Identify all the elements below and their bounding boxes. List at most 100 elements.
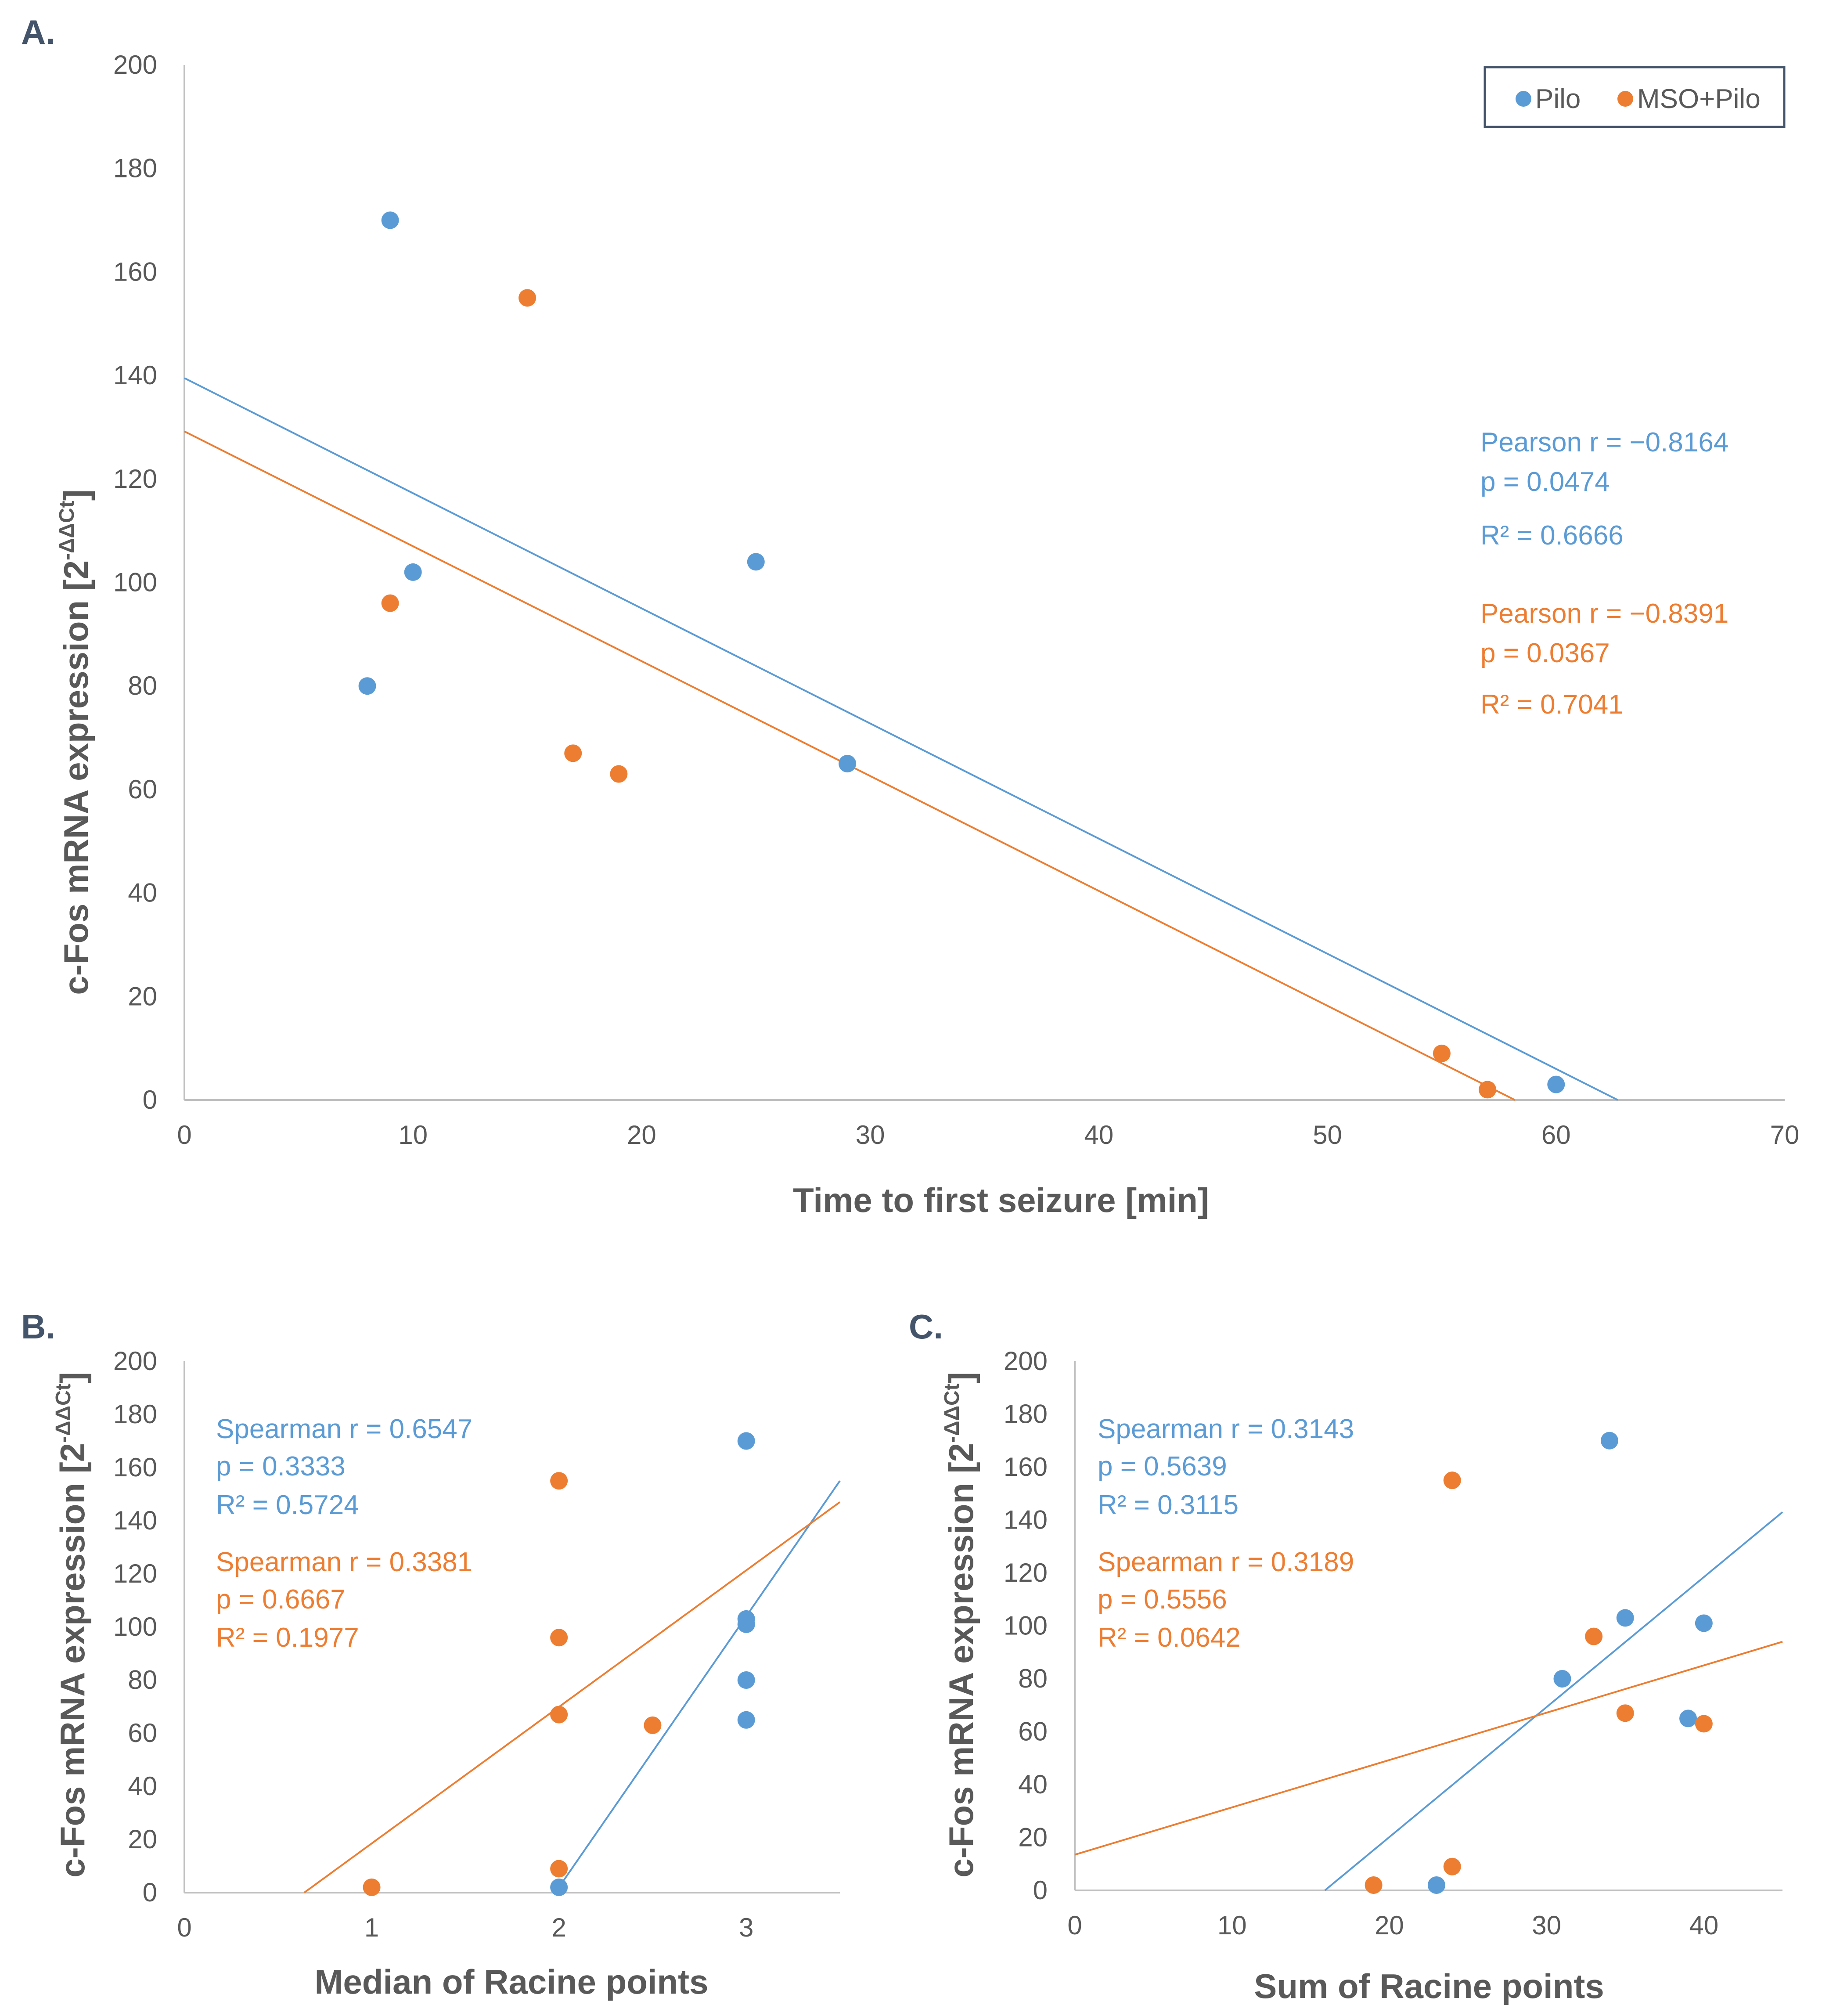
panel-b-x-tick: 3 [739, 1913, 753, 1942]
panel-a-mso-pilo-point [381, 594, 399, 612]
panel-c-y-tick: 40 [1018, 1770, 1048, 1799]
panel-c-y-tick: 160 [1004, 1452, 1048, 1482]
legend-mso-pilo-label: MSO+Pilo [1637, 84, 1761, 114]
panel-b-mso-pilo-point [550, 1472, 568, 1490]
legend-pilo-marker [1516, 91, 1531, 107]
legend: Pilo MSO+Pilo [1484, 66, 1786, 128]
panel-c-pilo-point [1427, 1876, 1445, 1894]
panel-c-y-tick: 80 [1018, 1664, 1048, 1693]
panel-b-mso-stat-r2: R² = 0.1977 [216, 1623, 359, 1653]
panel-c-y-tick: 100 [1004, 1611, 1048, 1641]
panel-a-pilo-point [839, 754, 857, 772]
panel-c-mso-pilo-point [1616, 1704, 1634, 1722]
panel-a-pilo-point [747, 553, 765, 571]
panel-c-x-tick: 40 [1689, 1911, 1719, 1940]
panel-b-pilo-point [737, 1615, 755, 1633]
panel-b-x-tick: 1 [364, 1913, 379, 1942]
panel-b-y-tick: 40 [128, 1771, 157, 1801]
panel-a-x-tick: 10 [398, 1120, 428, 1150]
panel-b-mso-pilo-point [363, 1878, 381, 1896]
panel-c: C. 0 20 40 60 80 100 120 140 160 180 200 0 10 20 30 40… [909, 1307, 1783, 2005]
panel-c-mso-pilo-point [1443, 1857, 1461, 1875]
panel-a: A. 0 20 40 60 80 100 120 140 160 180 200 0 10 20 30 40… [21, 13, 1799, 1219]
panel-c-pilo-point [1695, 1614, 1713, 1632]
panel-c-pilo-point [1616, 1609, 1634, 1627]
panel-c-mso-pilo-point [1443, 1471, 1461, 1489]
panel-b-mso-pilo-trendline [303, 1501, 841, 1893]
panel-b-letter: B. [21, 1307, 55, 1346]
panel-c-x-tick: 10 [1217, 1911, 1247, 1940]
legend-pilo-label: Pilo [1535, 84, 1581, 114]
panel-b-y-tick: 200 [113, 1346, 157, 1376]
panel-c-y-tick: 20 [1018, 1823, 1048, 1852]
panel-c-pilo-point [1679, 1709, 1697, 1727]
panel-c-mso-pilo-point [1365, 1876, 1383, 1894]
panel-b-pilo-stat-r2: R² = 0.5724 [216, 1490, 359, 1520]
panel-a-y-tick: 80 [128, 671, 157, 700]
panel-a-y-tick: 40 [128, 878, 157, 908]
panel-b-pilo-point [737, 1671, 755, 1689]
panel-a-y-tick: 160 [113, 257, 157, 286]
panel-b-y-tick: 20 [128, 1825, 157, 1854]
panel-b-y-tick: 180 [113, 1399, 157, 1429]
panel-a-mso-stat-r2: R² = 0.7041 [1480, 689, 1624, 720]
panel-c-y-tick: 180 [1004, 1399, 1048, 1429]
panel-a-y-tick: 100 [113, 568, 157, 597]
panel-a-x-tick: 0 [177, 1120, 191, 1150]
panel-c-x-title: Sum of Racine points [1254, 1967, 1604, 2005]
panel-a-mso-pilo-point [1479, 1081, 1497, 1099]
panel-b-mso-stat-r: Spearman r = 0.3381 [216, 1547, 472, 1577]
panel-b-y-tick: 140 [113, 1506, 157, 1535]
panel-a-x-tick: 50 [1313, 1120, 1342, 1150]
panel-c-mso-pilo-point [1695, 1715, 1713, 1733]
panel-b-mso-pilo-point [550, 1860, 568, 1878]
panel-a-y-tick: 140 [113, 361, 157, 390]
panel-c-pilo-stat-r: Spearman r = 0.3143 [1098, 1414, 1354, 1444]
panel-b-y-tick: 160 [113, 1453, 157, 1482]
panel-c-pilo-point [1553, 1670, 1571, 1688]
panel-a-y-tick: 180 [113, 154, 157, 183]
legend-box [1484, 66, 1786, 128]
panel-c-mso-pilo-point [1585, 1627, 1603, 1645]
panel-b-pilo-stat-r: Spearman r = 0.6547 [216, 1414, 472, 1444]
panel-c-y-tick: 120 [1004, 1558, 1048, 1587]
panel-b-pilo-stat-p: p = 0.3333 [216, 1451, 346, 1482]
panel-b-y-tick: 120 [113, 1559, 157, 1588]
panel-c-y-tick: 60 [1018, 1717, 1048, 1746]
panel-a-pilo-stat-p: p = 0.0474 [1480, 467, 1610, 497]
panel-c-mso-stat-r: Spearman r = 0.3189 [1098, 1547, 1354, 1577]
panel-a-pilo-point [404, 563, 422, 581]
panel-b-x-tick: 0 [177, 1913, 191, 1942]
panel-b-y-tick: 60 [128, 1718, 157, 1748]
panel-c-letter: C. [909, 1307, 943, 1346]
panel-a-mso-pilo-point [564, 744, 582, 762]
panel-a-pilo-stat-r: Pearson r = −0.8164 [1480, 427, 1728, 458]
panel-b-x-tick: 2 [551, 1913, 566, 1942]
panel-a-x-tick: 30 [856, 1120, 885, 1150]
panel-b-pilo-trendline [554, 1480, 841, 1893]
panel-c-y-tick: 200 [1004, 1346, 1048, 1376]
panel-a-mso-stat-p: p = 0.0367 [1480, 638, 1610, 668]
panel-a-x-tick: 70 [1770, 1120, 1800, 1150]
legend-mso-pilo-marker [1617, 91, 1633, 107]
panel-a-y-tick: 200 [113, 50, 157, 79]
panel-b-y-tick: 0 [143, 1878, 157, 1907]
panel-a-pilo-stat-r2: R² = 0.6666 [1480, 520, 1624, 551]
panel-a-mso-pilo-point [1433, 1044, 1451, 1062]
panel-a-mso-pilo-point [610, 765, 628, 783]
panel-a-x-title: Time to first seizure [min] [793, 1181, 1209, 1219]
panel-b-x-title: Median of Racine points [314, 1962, 708, 2001]
panel-a-y-tick: 60 [128, 775, 157, 804]
panel-a-x-tick: 20 [627, 1120, 656, 1150]
panel-c-y-tick: 140 [1004, 1505, 1048, 1535]
panel-b-mso-stat-p: p = 0.6667 [216, 1584, 346, 1615]
panel-a-letter: A. [21, 13, 55, 51]
panel-a-mso-stat-r: Pearson r = −0.8391 [1480, 599, 1728, 629]
panel-c-x-tick: 30 [1532, 1911, 1561, 1940]
panel-b-pilo-point [550, 1878, 568, 1896]
panel-a-y-tick: 0 [143, 1085, 157, 1114]
panel-c-pilo-point [1600, 1432, 1618, 1450]
panel-c-pilo-stat-r2: R² = 0.3115 [1098, 1490, 1239, 1520]
panel-a-mso-pilo-point [519, 289, 537, 307]
